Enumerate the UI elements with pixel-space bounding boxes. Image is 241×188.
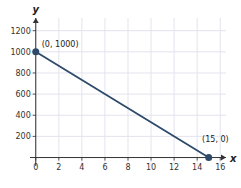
tick [33, 136, 36, 137]
y-axis-label: y [32, 4, 39, 15]
tick [128, 158, 129, 161]
annotation: (0, 1000) [42, 40, 79, 49]
tick-label: 8 [125, 163, 130, 172]
x-axis-label: x [229, 153, 237, 164]
grid-line [174, 18, 175, 166]
grid-line [30, 94, 226, 95]
tick [174, 158, 175, 161]
line [36, 52, 209, 158]
tick [33, 72, 36, 73]
tick-label: 12 [169, 163, 179, 172]
grid-line [81, 18, 82, 166]
grid-line [30, 30, 226, 31]
grid-line [30, 51, 226, 52]
point [205, 154, 212, 161]
grid-line [151, 18, 152, 166]
tick [104, 158, 105, 161]
tick-label: 1200 [10, 27, 30, 36]
tick-label: 2 [56, 163, 61, 172]
grid-line [220, 18, 221, 166]
plot-area [32, 48, 212, 161]
tick-label: 16 [215, 163, 225, 172]
tick-label: 800 [15, 69, 30, 78]
tick-label: 400 [15, 111, 30, 120]
tick [33, 30, 36, 31]
tick-label: 10 [146, 163, 156, 172]
grid-line [104, 18, 105, 166]
grid-line [30, 136, 226, 137]
tick [58, 158, 59, 161]
tick [151, 158, 152, 161]
tick-label: 0 [33, 163, 38, 172]
grid-line [30, 72, 226, 73]
tick-label: 6 [102, 163, 107, 172]
tick [197, 158, 198, 161]
y-axis [35, 18, 36, 166]
tick-label: 200 [15, 132, 30, 141]
grid-line [197, 18, 198, 166]
x-axis-arrow [221, 155, 226, 161]
tick [33, 115, 36, 116]
tick-label: 600 [15, 90, 30, 99]
grid-line [30, 115, 226, 116]
grid-line [128, 18, 129, 166]
y-axis-arrow [33, 18, 39, 23]
tick-label: 14 [192, 163, 202, 172]
point [32, 48, 39, 55]
tick [220, 158, 221, 161]
tick [33, 94, 36, 95]
tick-label: 1000 [10, 48, 30, 57]
tick [81, 158, 82, 161]
chart: 0 2 4 6 8 10 12 14 16 200 400 600 800 1000 1200 x y (0, 1… [0, 0, 241, 188]
grid-line [35, 18, 36, 166]
tick-label: 4 [79, 163, 84, 172]
tick [35, 158, 36, 161]
annotation: (15, 0) [202, 135, 229, 144]
